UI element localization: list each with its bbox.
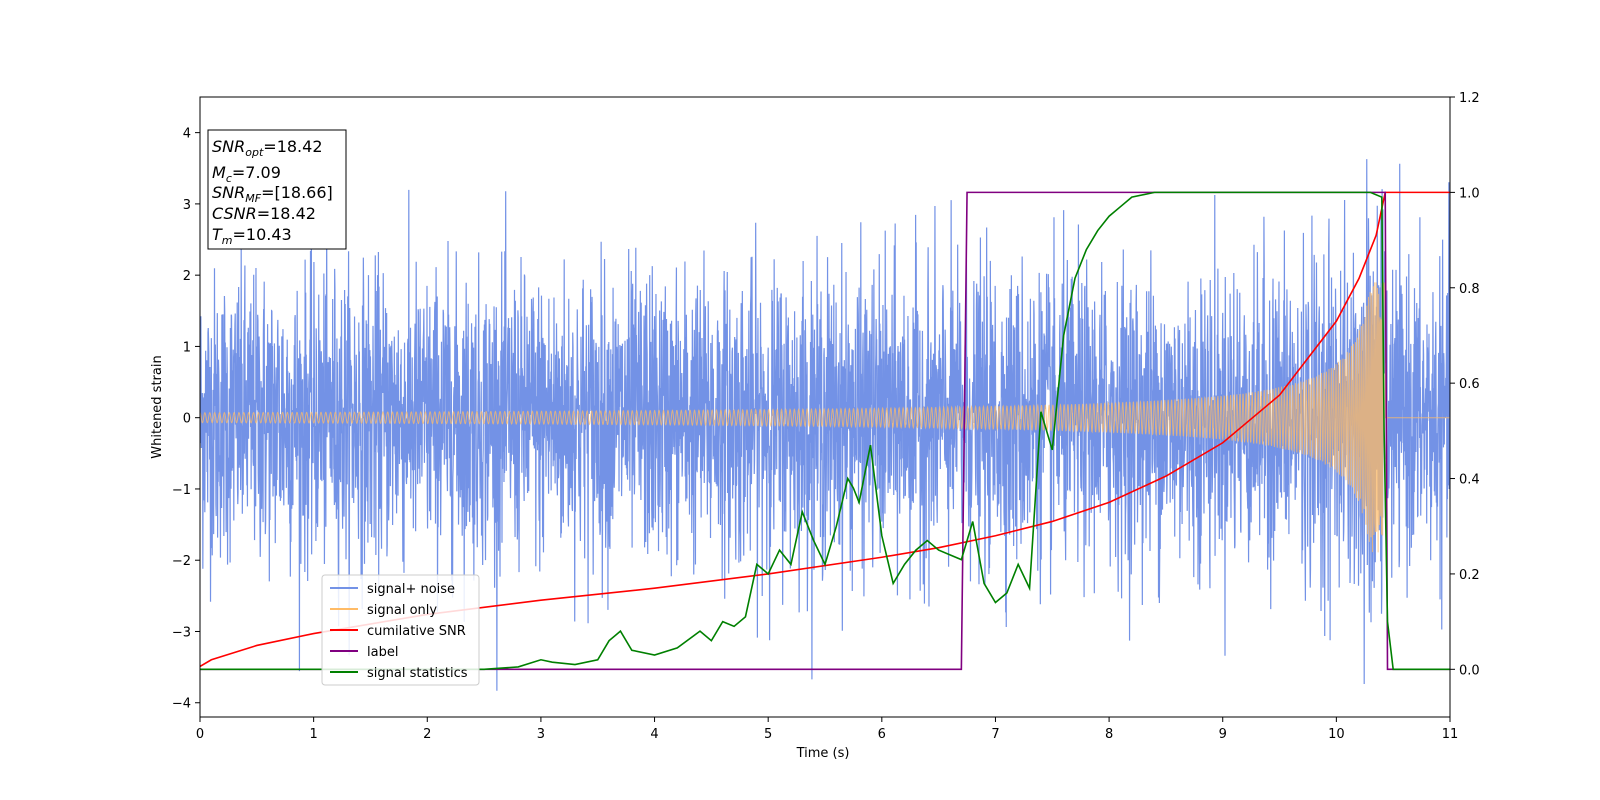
y-right-tick-label: 0.2 xyxy=(1459,568,1480,583)
y-right-tick-label: 0.0 xyxy=(1459,663,1480,678)
legend-label: cumilative SNR xyxy=(367,624,466,639)
x-tick-label: 8 xyxy=(1105,727,1113,742)
y-left-tick-label: 1 xyxy=(183,340,191,355)
y-axis-label: Whitened strain xyxy=(150,355,165,458)
annotation-mc: Mc=7.09 xyxy=(212,163,281,185)
y-right-tick-label: 0.6 xyxy=(1459,377,1480,392)
annotation-snr-mf: SNRMF=[18.66] xyxy=(212,183,333,205)
y-axis-left: −4 −3 −2 −1 0 1 2 3 4 xyxy=(172,127,200,712)
x-axis: 0 1 2 3 4 5 6 7 8 9 10 11 xyxy=(196,717,1458,742)
y-right-tick-label: 1.0 xyxy=(1459,186,1480,201)
x-tick-label: 5 xyxy=(764,727,772,742)
y-left-tick-label: 2 xyxy=(183,269,191,284)
x-tick-label: 10 xyxy=(1328,727,1345,742)
x-tick-label: 6 xyxy=(878,727,886,742)
annotation-snr-opt: SNRopt=18.42 xyxy=(212,137,323,159)
annotation-box: SNRopt=18.42 Mc=7.09 SNRMF=[18.66] CSNR=… xyxy=(207,129,347,250)
x-tick-label: 9 xyxy=(1219,727,1227,742)
x-tick-label: 11 xyxy=(1442,727,1459,742)
y-left-tick-label: 0 xyxy=(183,412,191,427)
y-axis-right: 0.0 0.2 0.4 0.6 0.8 1.0 1.2 xyxy=(1450,91,1480,678)
y-left-tick-label: 4 xyxy=(183,127,191,142)
plot-frame xyxy=(199,96,1451,718)
legend-label: signal only xyxy=(367,603,437,618)
y-left-tick-label: −4 xyxy=(172,697,191,712)
y-left-tick-label: −2 xyxy=(172,554,191,569)
y-right-tick-label: 0.4 xyxy=(1459,473,1480,488)
y-left-tick-label: 3 xyxy=(183,198,191,213)
legend-label: label xyxy=(367,645,398,660)
y-left-tick-label: −3 xyxy=(172,625,191,640)
x-tick-label: 3 xyxy=(537,727,545,742)
y-right-tick-label: 1.2 xyxy=(1459,91,1480,106)
series-signal-only-line xyxy=(200,282,1450,553)
legend-label: signal+ noise xyxy=(367,582,455,597)
annotation-csnr: CSNR=18.42 xyxy=(212,204,316,223)
x-tick-label: 7 xyxy=(991,727,999,742)
x-tick-label: 2 xyxy=(423,727,431,742)
y-left-tick-label: −1 xyxy=(172,483,191,498)
legend-label: signal statistics xyxy=(367,666,468,681)
x-axis-label: Time (s) xyxy=(796,746,850,761)
y-right-tick-label: 0.8 xyxy=(1459,282,1480,297)
annotation-tm: Tm=10.43 xyxy=(212,225,292,247)
legend: signal+ noise signal only cumilative SNR la… xyxy=(321,574,480,686)
x-tick-label: 1 xyxy=(309,727,317,742)
x-tick-label: 4 xyxy=(650,727,658,742)
x-tick-label: 0 xyxy=(196,727,204,742)
series-signal-statistics-line xyxy=(200,191,1450,671)
